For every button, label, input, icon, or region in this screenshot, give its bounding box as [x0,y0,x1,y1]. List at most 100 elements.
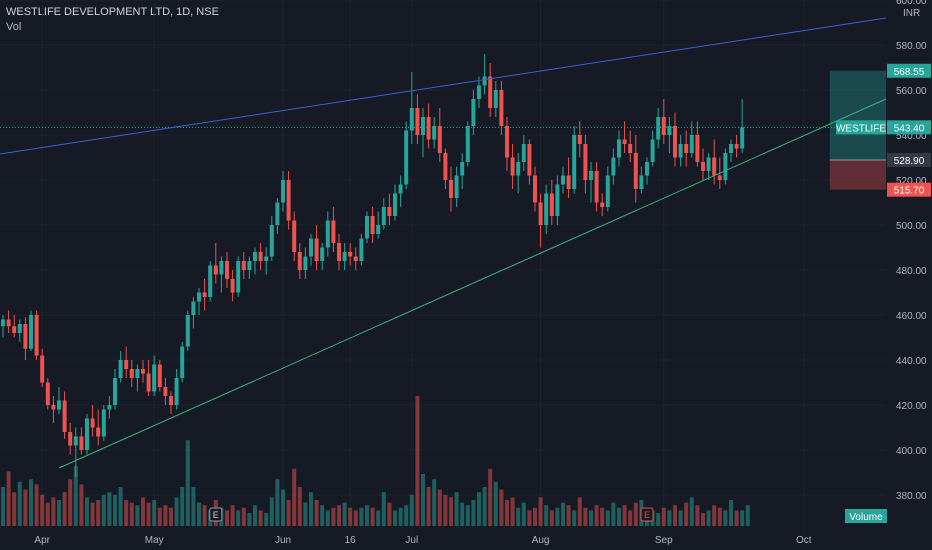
candle-body [561,175,565,185]
candle-body [712,157,717,176]
volume-bar [381,492,386,526]
volume-bar [426,487,431,526]
price-axis[interactable]: 380.00 400.00 420.00 440.00 460.00 480.00 500.… [896,0,927,502]
price-tick-label: 560.00 [896,86,927,97]
volume-bar [258,510,263,526]
volume-bar [521,502,526,526]
candle-body [62,400,67,432]
volume-bar [404,505,409,526]
volume-bar [202,505,207,526]
candle-body [499,90,504,126]
volume-bar [600,507,605,526]
candle-body [488,76,493,108]
candle-body [617,139,621,158]
candle-body [622,139,627,144]
trendlines[interactable] [0,17,887,469]
candle-body [17,324,22,333]
currency-label: INR [903,8,920,19]
time-tick-label: Jun [275,535,291,546]
time-axis[interactable]: Apr May Jun 16 Jul Aug Sep Oct [34,535,811,546]
candle-body [505,126,509,158]
volume-bar [706,510,711,526]
earnings-marker-label: E [213,510,219,520]
position-zones[interactable] [0,70,886,190]
candles[interactable] [1,54,745,477]
candle-body [12,326,17,333]
candle-body [740,127,745,149]
candle-body [577,135,582,144]
volume-bar [549,510,554,526]
volume-bar [45,502,50,526]
candle-body [723,153,728,180]
volume-bar [393,510,397,526]
candle-body [376,225,381,234]
candle-body [409,108,414,131]
volume-bar [617,507,621,526]
earnings-marker-box [209,507,223,522]
candle-body [51,405,56,410]
volume-bar [1,487,5,526]
volume-bar [460,502,465,526]
candle-body [320,247,325,261]
price-tick-label: 380.00 [896,491,927,502]
price-tick-label: 400.00 [896,446,927,457]
volume-bar [667,510,672,526]
volume-bar [370,507,375,526]
candle-body [381,207,386,225]
candle-body [734,144,739,149]
candle-body [454,175,459,198]
volume-bar [454,492,459,526]
volume-bar [118,487,123,526]
candle-body [549,193,554,216]
volume-bar [146,502,151,526]
candle-body [628,144,633,153]
candle-body [684,144,689,153]
volume-bar [398,507,403,526]
volume-bar [113,494,117,526]
volume-indicator-label[interactable]: Vol [6,21,22,33]
volume-bar [723,510,728,526]
volume-bar [678,510,683,526]
candle-body [471,99,476,126]
candle-body [45,382,50,405]
price-tick-label: 580.00 [896,41,927,52]
candle-body [611,157,616,176]
last-price-label: 543.40 [887,120,931,135]
stop-price-value: 515.70 [894,186,925,197]
candle-body [129,369,134,378]
candle-body [141,369,145,374]
symbol-title[interactable]: WESTLIFE DEVELOPMENT LTD, 1D, NSE [6,6,219,18]
candle-body [589,171,593,180]
candle-body [292,220,297,252]
volume-bar [225,510,229,526]
volume-bar [241,507,246,526]
volume-bar [376,510,381,526]
entry-price-label: 528.90 [887,152,931,167]
candle-body [533,175,537,203]
volume-bar [331,507,336,526]
volume-bar [6,471,11,526]
volume-bar [96,500,101,526]
candle-body [437,126,442,153]
candle-body [706,157,711,171]
candle-body [157,364,162,387]
volume-bar [689,497,694,526]
volume-bar [129,502,134,526]
candle-body [695,135,700,162]
candle-body [353,256,358,261]
last-symbol-tag [836,120,886,135]
candle-body [331,220,336,243]
candle-body [460,162,465,176]
candle-body [527,144,532,176]
volume-bar [174,497,179,526]
volume-bar [337,505,341,526]
candle-body [370,216,375,234]
candle-body [701,162,705,171]
candle-body [34,315,39,356]
last-price-label-bg [887,120,931,135]
candle-body [225,261,229,279]
volume-bar [73,466,78,526]
volume-bar [628,510,633,526]
